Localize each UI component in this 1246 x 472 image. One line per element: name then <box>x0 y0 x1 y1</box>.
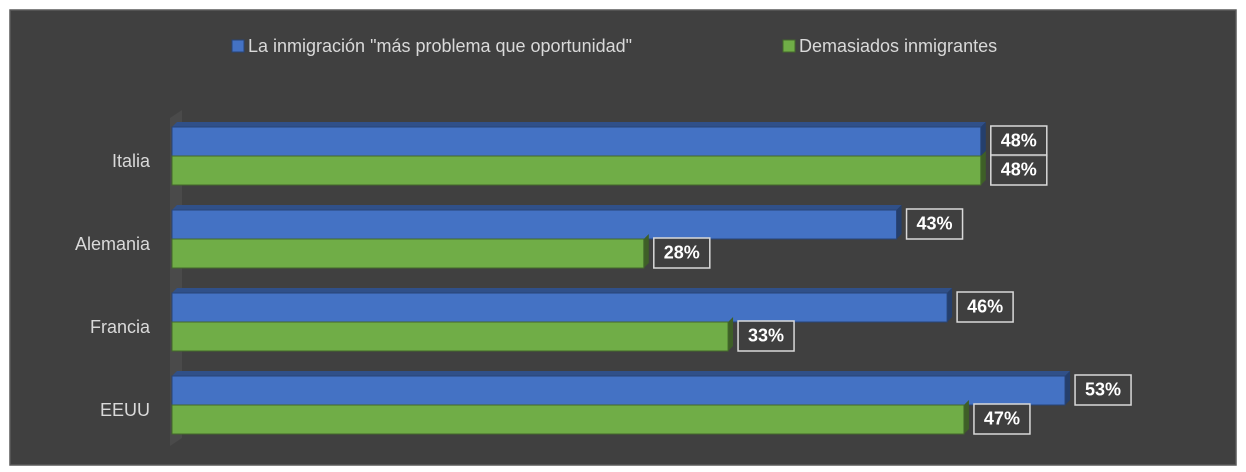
bar-side <box>728 317 734 351</box>
y-tick-label: Francia <box>90 317 151 337</box>
data-label-box <box>905 208 964 240</box>
bar <box>171 404 965 435</box>
y-tick-label: Alemania <box>75 234 151 254</box>
bar-top <box>172 288 953 293</box>
bar <box>171 155 982 186</box>
data-label: 46% <box>967 296 1003 316</box>
bar <box>171 292 948 323</box>
data-label: 28% <box>664 242 700 262</box>
bar-side <box>947 288 953 322</box>
legend-swatch <box>231 39 245 53</box>
bar-side <box>896 205 902 239</box>
bar-side <box>963 400 969 434</box>
bar <box>171 238 645 269</box>
legend-label: La inmigración "más problema que oportun… <box>248 36 632 56</box>
data-label: 43% <box>917 213 953 233</box>
axis-wall <box>170 110 182 446</box>
data-label-box <box>737 320 795 352</box>
bar <box>171 375 1066 406</box>
legend-label: Demasiados inmigrantes <box>799 36 997 56</box>
data-label-box <box>973 403 1031 435</box>
data-label: 33% <box>748 325 784 345</box>
y-tick-label: Italia <box>112 151 151 171</box>
bar-side <box>980 122 986 156</box>
data-label: 48% <box>1001 159 1037 179</box>
data-label: 48% <box>1001 130 1037 150</box>
bar <box>171 321 729 352</box>
data-label-box <box>956 291 1014 323</box>
y-tick-label: EEUU <box>100 400 150 420</box>
legend-swatch <box>782 39 796 53</box>
data-label-box <box>1074 374 1132 406</box>
bar-top <box>172 122 986 127</box>
bar-side <box>980 151 986 185</box>
data-label: 47% <box>984 408 1020 428</box>
bar-side <box>1065 371 1071 405</box>
bar-top <box>172 371 1071 376</box>
bar-side <box>643 234 649 268</box>
data-label: 53% <box>1085 379 1121 399</box>
data-label-box <box>990 154 1048 186</box>
bar-top <box>172 205 902 210</box>
bar <box>171 126 982 157</box>
bar <box>171 209 898 240</box>
data-label-box <box>653 237 711 269</box>
